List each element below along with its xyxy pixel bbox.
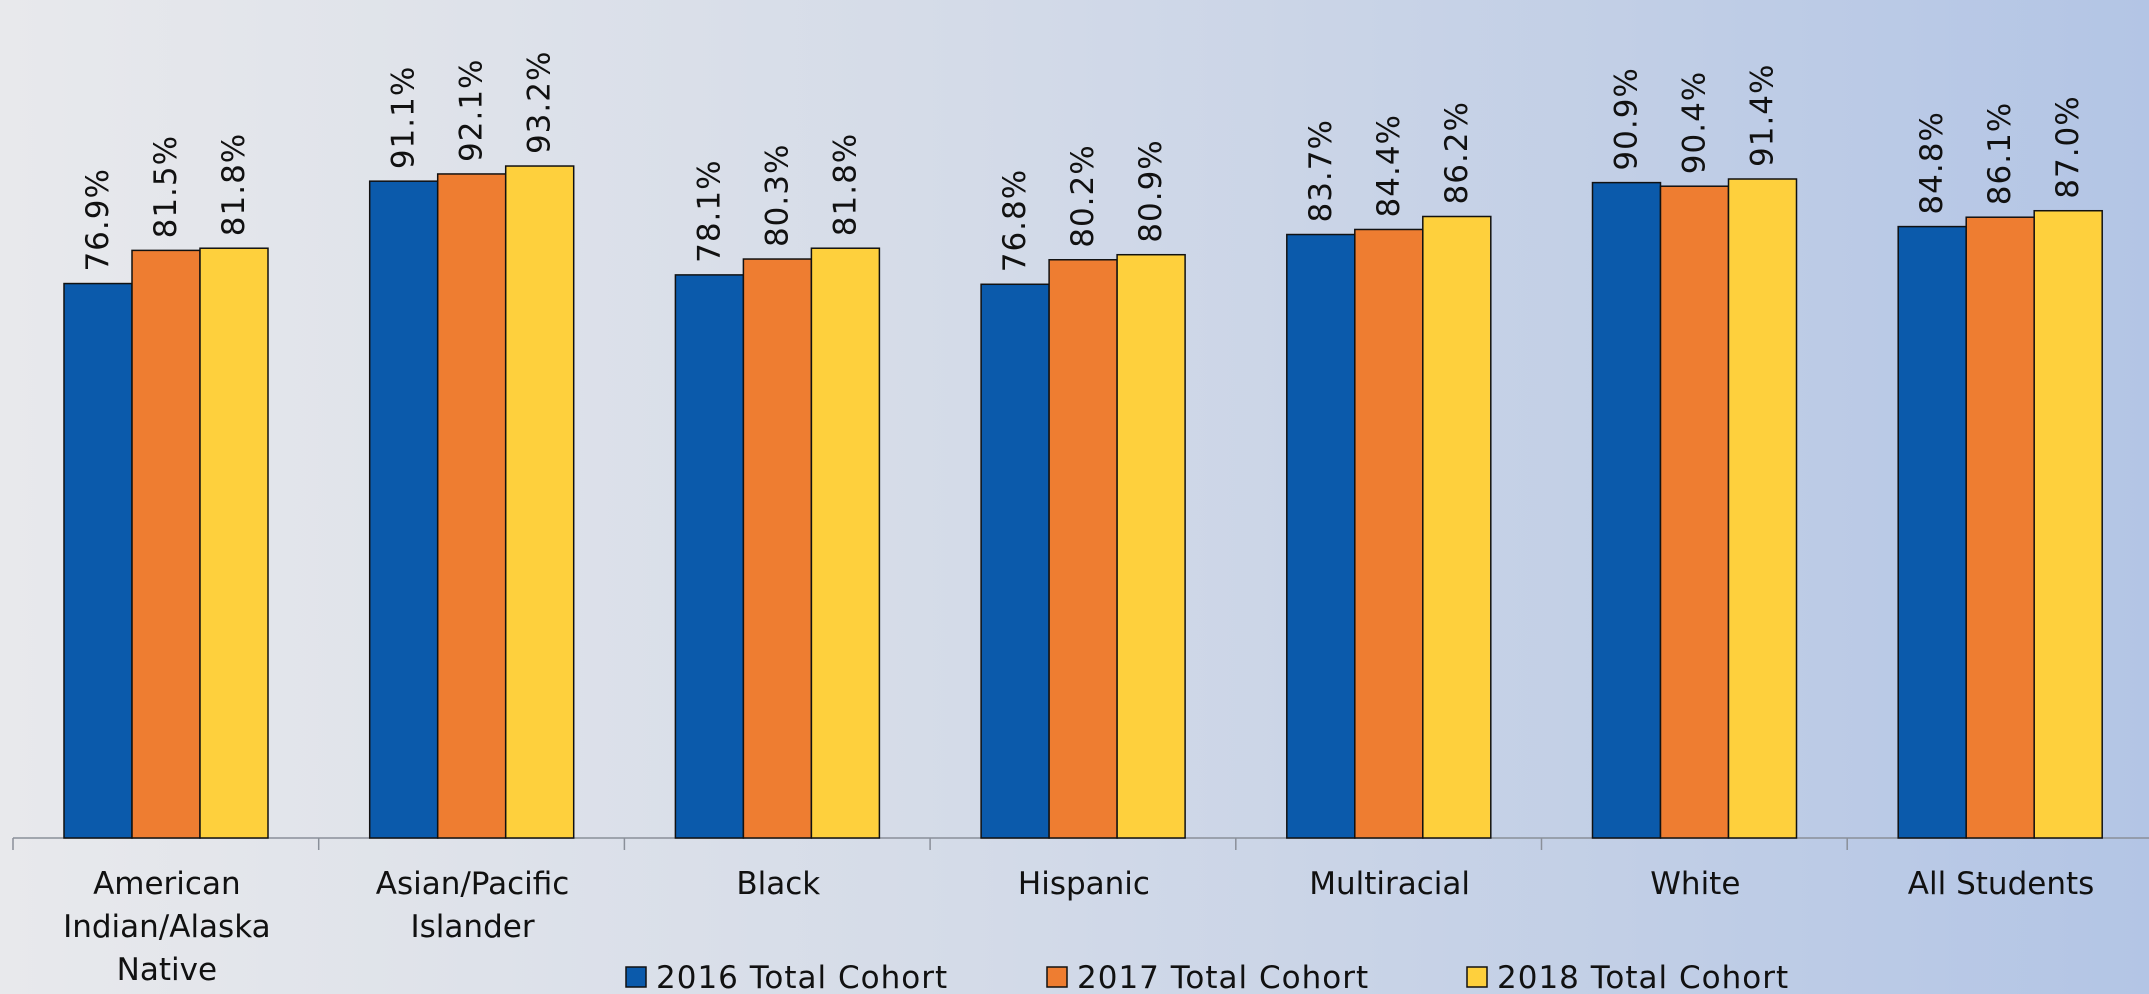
- legend-label: 2016 Total Cohort: [656, 960, 948, 994]
- bars: [63, 165, 2103, 839]
- legend-label: 2018 Total Cohort: [1497, 960, 1789, 994]
- bar: [1591, 181, 1662, 839]
- category-label: Asian/Pacific: [376, 866, 570, 902]
- category-label: All Students: [1908, 866, 2094, 902]
- bar: [1659, 185, 1730, 839]
- data-label: 76.8%: [997, 169, 1033, 272]
- bar: [2033, 209, 2103, 839]
- category-labels: American Indian/Alaska Native Asian/Pacific…: [63, 866, 2094, 988]
- bar: [1286, 233, 1356, 839]
- data-label: 92.1%: [454, 58, 490, 161]
- data-label: 78.1%: [691, 159, 727, 262]
- legend-swatch: [625, 966, 647, 988]
- legend-label: 2017 Total Cohort: [1077, 960, 1369, 994]
- data-label: 80.9%: [1133, 139, 1169, 242]
- data-label: 81.8%: [827, 133, 863, 236]
- data-label: 91.4%: [1745, 64, 1781, 167]
- data-label: 81.8%: [216, 133, 252, 236]
- bar: [980, 283, 1050, 839]
- bar: [1727, 178, 1798, 839]
- bar: [1422, 215, 1492, 839]
- category-label: Multiracial: [1309, 866, 1470, 902]
- bar: [1965, 216, 2035, 839]
- bar: [63, 282, 133, 839]
- data-label: 76.9%: [80, 168, 116, 271]
- bar: [742, 258, 813, 839]
- bar: [504, 165, 575, 839]
- data-label: 84.4%: [1371, 114, 1407, 217]
- category-label: Hispanic: [1018, 866, 1150, 902]
- bar: [1048, 259, 1118, 839]
- legend: 2016 Total Cohort 2017 Total Cohort 2018 T…: [625, 960, 1789, 994]
- bar: [1897, 225, 1967, 839]
- category-label: White: [1650, 866, 1740, 902]
- data-label: 93.2%: [522, 51, 558, 154]
- data-label: 81.5%: [148, 135, 184, 238]
- category-label: Native: [117, 952, 217, 988]
- category-label: Islander: [411, 909, 535, 945]
- data-label: 80.2%: [1065, 144, 1101, 247]
- bar: [199, 247, 269, 839]
- bar: [436, 173, 507, 839]
- category-label: Black: [736, 866, 820, 902]
- data-labels: 76.9% 91.1% 78.1% 76.8% 83.7% 90.9% 84.8% 81.5%…: [80, 51, 2086, 273]
- bar: [131, 249, 201, 839]
- bar: [674, 274, 745, 839]
- data-label: 84.8%: [1914, 111, 1950, 214]
- bar: [1116, 253, 1186, 839]
- data-label: 90.4%: [1677, 71, 1713, 174]
- bar: [368, 180, 439, 839]
- data-label: 91.1%: [386, 66, 422, 169]
- data-label: 87.0%: [2050, 95, 2086, 198]
- bar: [1354, 228, 1424, 839]
- data-label: 80.3%: [759, 144, 795, 247]
- x-axis: [12, 837, 2149, 850]
- legend-swatch: [1466, 966, 1488, 988]
- data-label: 86.1%: [1982, 102, 2018, 205]
- legend-swatch: [1046, 966, 1068, 988]
- data-label: 83.7%: [1303, 119, 1339, 222]
- bar: [810, 247, 881, 839]
- data-label: 90.9%: [1609, 67, 1645, 170]
- data-label: 86.2%: [1439, 101, 1475, 204]
- category-label: American: [93, 866, 241, 902]
- category-label: Indian/Alaska: [63, 909, 271, 945]
